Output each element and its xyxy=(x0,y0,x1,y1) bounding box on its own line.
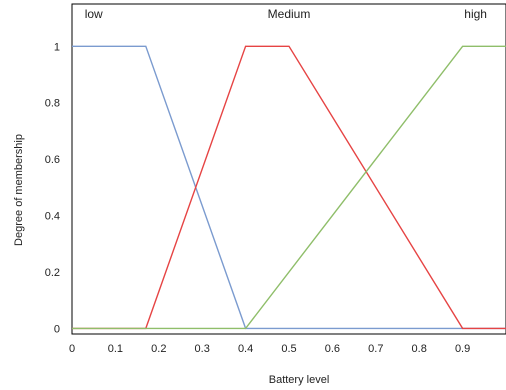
y-tick-label: 0.6 xyxy=(45,154,60,166)
annotation-medium: Medium xyxy=(268,7,311,21)
y-tick-label: 0 xyxy=(54,323,60,335)
x-tick-label: 0.9 xyxy=(455,343,470,355)
x-tick-label: 0.5 xyxy=(281,343,296,355)
x-tick-label: 0.2 xyxy=(151,343,166,355)
x-tick-label: 0.6 xyxy=(325,343,340,355)
x-axis-title: Battery level xyxy=(269,374,330,386)
x-tick-label: 0 xyxy=(69,343,75,355)
x-tick-label: 0.4 xyxy=(238,343,253,355)
series-line-medium xyxy=(72,45,506,330)
x-tick-labels: 0 0.1 0.2 0.3 0.4 0.5 0.6 0.7 0.8 0.9 xyxy=(69,343,470,355)
series-line-low xyxy=(72,45,506,330)
y-tick-label: 0.8 xyxy=(45,98,60,110)
y-tick-label: 1 xyxy=(54,41,60,53)
annotation-high: high xyxy=(464,7,487,21)
y-tick-labels: 0 0.2 0.4 0.6 0.8 1 xyxy=(45,41,60,335)
x-tick-label: 0.8 xyxy=(412,343,427,355)
series-layer xyxy=(72,45,506,330)
x-tick-label: 0.1 xyxy=(108,343,123,355)
plot-frame xyxy=(71,3,506,335)
x-tick-label: 0.3 xyxy=(195,343,210,355)
annotation-low: low xyxy=(85,7,103,21)
annotations: low Medium high xyxy=(85,7,487,21)
series-line-high xyxy=(72,45,506,330)
y-axis-title: Degree of membership xyxy=(13,134,25,246)
y-tick-label: 0.2 xyxy=(45,267,60,279)
y-tick-label: 0.4 xyxy=(45,211,60,223)
x-tick-label: 0.7 xyxy=(368,343,383,355)
